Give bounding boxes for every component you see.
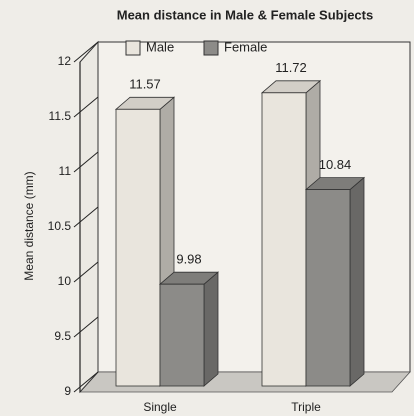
tick-mark <box>73 151 99 173</box>
bar <box>159 283 205 387</box>
data-label: 10.84 <box>319 157 352 172</box>
bar-side <box>203 271 219 387</box>
y-tick-label: 9.5 <box>54 329 71 343</box>
y-tick-label: 10 <box>58 274 72 288</box>
tick-mark <box>73 371 99 393</box>
bar <box>115 108 161 387</box>
bar-side <box>349 176 365 387</box>
chart-title: Mean distance in Male & Female Subjects <box>117 7 373 22</box>
y-tick-label: 12 <box>58 54 72 68</box>
x-tick-label: Single <box>143 400 177 414</box>
data-label: 11.57 <box>129 77 161 92</box>
data-label: 9.98 <box>176 252 201 267</box>
bar <box>305 189 351 387</box>
tick-mark <box>73 261 99 283</box>
bar <box>261 92 307 387</box>
legend-swatch <box>203 40 219 56</box>
tick-mark <box>73 206 99 228</box>
legend-swatch <box>125 40 141 56</box>
y-tick-label: 11 <box>59 164 72 178</box>
legend-label: Female <box>224 39 267 54</box>
legend-label: Male <box>146 39 174 54</box>
tick-mark <box>73 41 99 63</box>
y-tick-label: 10.5 <box>48 219 72 233</box>
tick-mark <box>73 316 99 338</box>
y-tick-label: 11.5 <box>49 109 72 123</box>
y-axis-label: Mean distance (mm) <box>22 171 36 280</box>
x-tick-label: Triple <box>291 400 321 414</box>
side-wall <box>79 40 99 394</box>
data-label: 11.72 <box>275 60 307 75</box>
tick-mark <box>73 96 99 118</box>
y-tick-label: 9 <box>64 384 71 398</box>
